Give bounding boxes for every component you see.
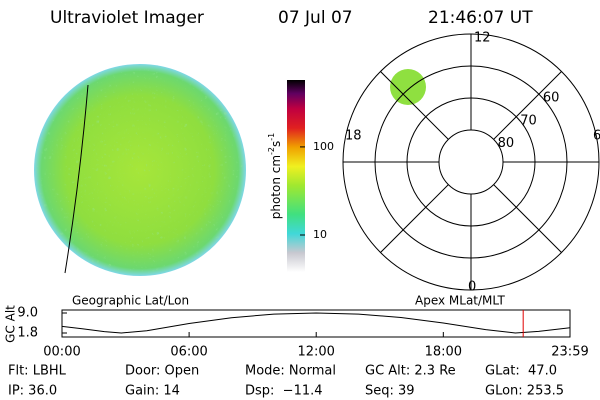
time: 21:46:07 UT bbox=[428, 8, 533, 28]
mlt-label: 12 bbox=[474, 31, 491, 46]
x-tick-label: 18:00 bbox=[425, 345, 462, 360]
mlt-label: 0 bbox=[468, 280, 476, 295]
polar-image bbox=[390, 69, 426, 105]
mlt-label: 6 bbox=[593, 129, 600, 144]
info-field: Seq: 39 bbox=[365, 384, 415, 399]
ring-label: 70 bbox=[520, 113, 537, 128]
info-field: IP: 36.0 bbox=[8, 384, 57, 399]
info-field: Mode: Normal bbox=[245, 364, 336, 379]
polar-spoke bbox=[380, 71, 449, 140]
altitude-line bbox=[61, 312, 571, 334]
info-field: Dsp: −11.4 bbox=[245, 384, 323, 399]
polar-ring bbox=[374, 65, 568, 259]
x-tick-label: 12:00 bbox=[297, 345, 334, 360]
x-tick-label: 06:00 bbox=[170, 345, 207, 360]
polar-spoke bbox=[380, 184, 449, 253]
info-field: GC Alt: 2.3 Re bbox=[365, 364, 456, 379]
colorbar bbox=[287, 80, 305, 272]
colorbar-label-part: s bbox=[269, 141, 283, 147]
image-caption: Geographic Lat/Lon bbox=[72, 294, 189, 308]
y-axis-label: GC Alt bbox=[4, 305, 18, 343]
polar-spoke bbox=[493, 184, 562, 253]
image-texture bbox=[36, 66, 244, 274]
info-field: GLon: 253.5 bbox=[485, 384, 564, 399]
info-field: Flt: LBHL bbox=[8, 364, 67, 379]
y-tick-label: 9.0 bbox=[17, 306, 38, 321]
colorbar-label-part: photon cm bbox=[269, 155, 283, 219]
x-tick-label: 00:00 bbox=[43, 345, 80, 360]
info-field: Gain: 14 bbox=[125, 384, 180, 399]
x-tick-label: 23:59 bbox=[551, 345, 588, 360]
colorbar-tick-label: 10 bbox=[313, 228, 327, 241]
date: 07 Jul 07 bbox=[278, 8, 353, 28]
polar-caption: Apex MLat/MLT bbox=[415, 294, 505, 308]
colorbar-tick-label: 100 bbox=[313, 140, 334, 153]
colorbar-label-part: -2 bbox=[267, 147, 276, 155]
info-field: Door: Open bbox=[125, 364, 199, 379]
polar-ring bbox=[438, 129, 504, 195]
mlt-label: 18 bbox=[345, 129, 362, 144]
y-tick-label: 1.8 bbox=[17, 326, 38, 341]
colorbar-label: photon cm-2s-1 bbox=[267, 133, 283, 220]
ring-label: 80 bbox=[498, 136, 515, 151]
polar-spoke bbox=[493, 71, 562, 140]
colorbar-label-part: -1 bbox=[267, 133, 276, 141]
polar-ring bbox=[406, 97, 536, 227]
ring-label: 60 bbox=[543, 91, 560, 106]
title: Ultraviolet Imager bbox=[50, 8, 204, 28]
content: Ultraviolet Imager 07 Jul 07 21:46:07 UT… bbox=[4, 8, 600, 399]
meridian bbox=[64, 84, 89, 274]
info-field: GLat: 47.0 bbox=[485, 364, 557, 379]
